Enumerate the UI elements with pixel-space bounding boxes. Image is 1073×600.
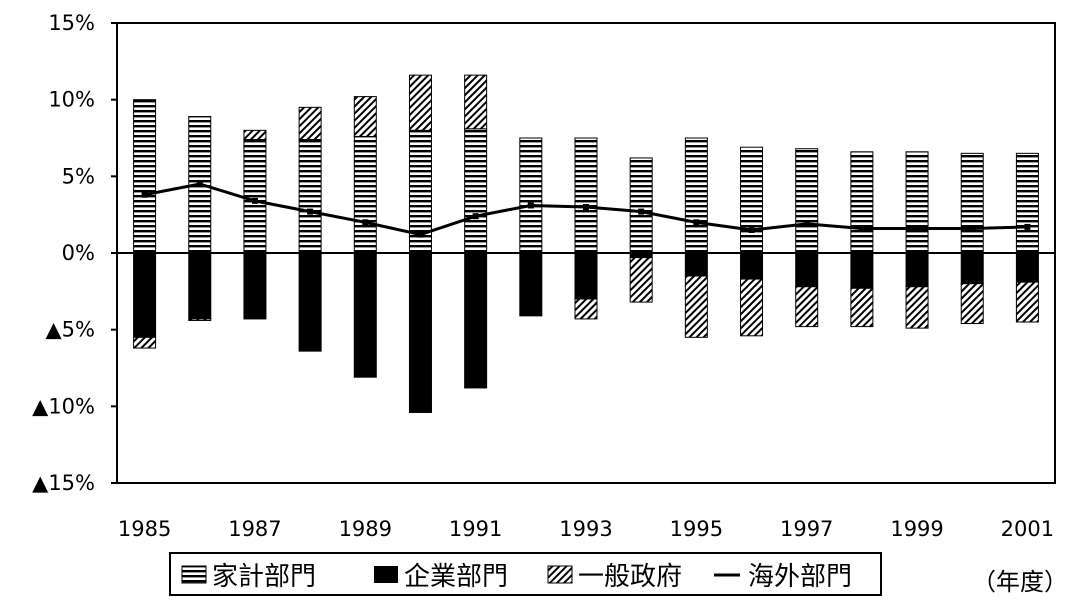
legend-label-corporate: 企業部門 (404, 562, 508, 592)
x-tick-label-1985: 1985 (118, 517, 171, 541)
bar-corporate-1997 (795, 252, 819, 288)
bar-household-1989 (353, 135, 377, 254)
x-tick-label-1997: 1997 (780, 517, 833, 541)
bar-corporate-1996 (740, 252, 764, 280)
bar-corporate-1998 (850, 252, 874, 289)
y-tick-label-2: 5% (62, 164, 95, 188)
bar-government-2001 (1015, 281, 1039, 323)
y-tick-label-3: 0% (62, 241, 95, 265)
bar-corporate-2000 (960, 252, 984, 285)
bar-household-1997 (795, 148, 819, 254)
bar-corporate-2001 (1015, 252, 1039, 283)
bar-government-1994 (629, 257, 653, 303)
bar-corporate-1995 (684, 252, 708, 277)
x-tick-label-1995: 1995 (670, 517, 723, 541)
bar-government-1997 (795, 286, 819, 328)
bar-corporate-1989 (353, 252, 377, 378)
bar-government-1998 (850, 287, 874, 328)
bar-household-1998 (850, 151, 874, 254)
y-tick-label-1: 10% (48, 88, 95, 112)
bar-government-2000 (960, 283, 984, 325)
bar-household-1991 (464, 128, 488, 254)
bar-government-1996 (740, 278, 764, 337)
bar-corporate-1985 (133, 252, 157, 338)
bar-government-1991 (464, 74, 488, 130)
bar-household-1995 (684, 137, 708, 254)
bar-corporate-1986 (188, 252, 212, 320)
legend-swatch-household (181, 565, 207, 584)
bar-corporate-1992 (519, 252, 543, 317)
bar-household-1993 (574, 137, 598, 254)
x-tick-label-1989: 1989 (339, 517, 392, 541)
y-tick-label-5: ▲10% (32, 394, 95, 418)
bar-household-1987 (243, 139, 267, 254)
bar-household-1996 (740, 146, 764, 254)
bar-corporate-1991 (464, 252, 488, 389)
series-line-overseas (144, 182, 1028, 237)
x-tick-label-1987: 1987 (228, 517, 281, 541)
y-tick-label-4: ▲5% (46, 318, 95, 342)
legend-swatch-government (547, 565, 573, 584)
bar-corporate-1987 (243, 252, 267, 320)
bar-government-1993 (574, 298, 598, 320)
legend-box (169, 552, 882, 596)
legend-swatch-corporate (374, 566, 398, 583)
bar-government-1987 (243, 129, 267, 141)
bar-corporate-1990 (408, 252, 432, 413)
bar-government-1989 (353, 96, 377, 137)
bar-government-1986 (188, 318, 212, 321)
legend-label-household: 家計部門 (212, 562, 316, 592)
x-tick-label-2001: 2001 (1001, 517, 1054, 541)
y-tick-label-6: ▲15% (32, 471, 95, 495)
bar-household-2000 (960, 152, 984, 254)
x-tick-label-1993: 1993 (559, 517, 612, 541)
bar-household-1985 (133, 99, 157, 254)
bar-government-1988 (298, 106, 322, 141)
bar-corporate-1988 (298, 252, 322, 352)
bar-government-1990 (408, 74, 432, 131)
bar-government-1995 (684, 275, 708, 338)
bar-corporate-1993 (574, 252, 598, 300)
x-tick-label-1999: 1999 (890, 517, 943, 541)
legend-label-overseas: 海外部門 (748, 562, 852, 592)
bar-household-1992 (519, 137, 543, 254)
y-tick-label-0: 15% (48, 11, 95, 35)
x-unit-label: （年度） (972, 568, 1068, 596)
bar-household-1994 (629, 157, 653, 254)
bar-government-1999 (905, 286, 929, 329)
legend-label-government: 一般政府 (578, 562, 682, 592)
bar-household-1988 (298, 139, 322, 254)
bar-household-2001 (1015, 152, 1039, 254)
y-axis-ticks: 15% 10% 5% 0% ▲5% ▲10% ▲15% (32, 11, 117, 495)
x-axis-ticks: 1985 1987 1989 1991 1993 1995 1997 1999 2001 (118, 517, 1054, 541)
x-tick-label-1991: 1991 (449, 517, 502, 541)
bar-government-1985 (133, 336, 157, 349)
bar-corporate-1999 (905, 252, 929, 288)
bar-household-1999 (905, 151, 929, 254)
